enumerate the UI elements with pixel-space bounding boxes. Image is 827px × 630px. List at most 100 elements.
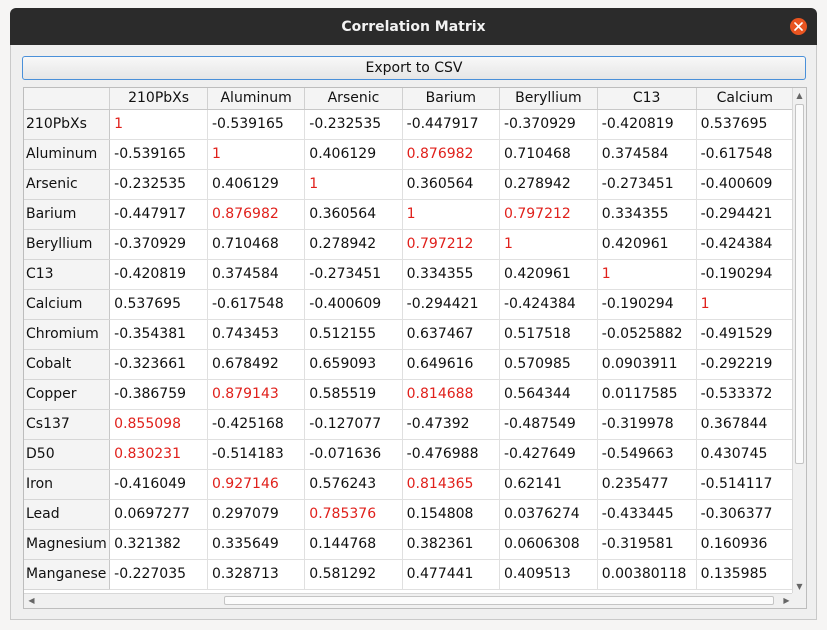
table-cell[interactable]: 0.581292 [304,559,403,590]
table-cell[interactable]: -0.227035 [109,559,208,590]
table-cell[interactable]: 0.876982 [402,139,500,170]
row-header[interactable]: Beryllium [24,229,111,260]
table-cell[interactable]: -0.539165 [109,139,208,170]
table-cell[interactable]: -0.400609 [696,169,794,200]
table-cell[interactable]: -0.416049 [109,469,208,500]
table-cell[interactable]: -0.424384 [499,289,598,320]
table-cell[interactable]: 1 [499,229,598,260]
horizontal-scrollbar-thumb[interactable] [224,596,774,605]
column-header[interactable]: Barium [402,88,500,110]
table-cell[interactable]: -0.420819 [109,259,208,290]
table-cell[interactable]: -0.617548 [696,139,794,170]
table-cell[interactable]: -0.071636 [304,439,403,470]
table-cell[interactable]: 0.814365 [402,469,500,500]
table-cell[interactable]: 0.570985 [499,349,598,380]
table-cell[interactable]: 0.830231 [109,439,208,470]
table-cell[interactable]: -0.533372 [696,379,794,410]
row-header[interactable]: Lead [24,499,111,530]
row-header[interactable]: Barium [24,199,111,230]
table-cell[interactable]: 0.710468 [499,139,598,170]
table-cell[interactable]: -0.354381 [109,319,208,350]
row-header[interactable]: Cs137 [24,409,111,440]
table-cell[interactable]: 0.785376 [304,499,403,530]
table-cell[interactable]: 0.278942 [304,229,403,260]
table-cell[interactable]: 1 [207,139,306,170]
table-cell[interactable]: 0.367844 [696,409,794,440]
table-cell[interactable]: 0.62141 [499,469,598,500]
table-cell[interactable]: 0.144768 [304,529,403,560]
table-cell[interactable]: -0.190294 [597,289,697,320]
table-cell[interactable]: -0.386759 [109,379,208,410]
row-header[interactable]: Iron [24,469,111,500]
row-header[interactable]: Magnesium [24,529,111,560]
table-cell[interactable]: -0.427649 [499,439,598,470]
table-cell[interactable]: -0.232535 [304,109,403,140]
table-cell[interactable]: 0.278942 [499,169,598,200]
column-header[interactable]: Arsenic [304,88,403,110]
table-cell[interactable]: 0.328713 [207,559,306,590]
vertical-scrollbar[interactable]: ▲ ▼ [792,88,806,594]
table-cell[interactable]: 1 [696,289,794,320]
table-cell[interactable]: -0.0525882 [597,319,697,350]
table-cell[interactable]: 0.585519 [304,379,403,410]
table-cell[interactable]: 0.430745 [696,439,794,470]
table-cell[interactable]: -0.617548 [207,289,306,320]
table-cell[interactable]: 0.879143 [207,379,306,410]
table-cell[interactable]: 0.00380118 [597,559,697,590]
table-cell[interactable]: -0.323661 [109,349,208,380]
arrow-right-icon[interactable]: ▶ [783,596,790,605]
table-cell[interactable]: -0.370929 [109,229,208,260]
table-cell[interactable]: 0.649616 [402,349,500,380]
row-header[interactable]: D50 [24,439,111,470]
table-cell[interactable]: -0.539165 [207,109,306,140]
table-cell[interactable]: -0.370929 [499,109,598,140]
table-cell[interactable]: -0.273451 [304,259,403,290]
table-cell[interactable]: 0.576243 [304,469,403,500]
arrow-down-icon[interactable]: ▼ [796,582,803,591]
table-cell[interactable]: 0.335649 [207,529,306,560]
table-cell[interactable]: 0.564344 [499,379,598,410]
table-cell[interactable]: 0.678492 [207,349,306,380]
table-cell[interactable]: -0.127077 [304,409,403,440]
table-cell[interactable]: -0.232535 [109,169,208,200]
table-cell[interactable]: 0.637467 [402,319,500,350]
table-cell[interactable]: -0.549663 [597,439,697,470]
close-button[interactable] [790,18,807,35]
horizontal-scrollbar[interactable]: ◀ ▶ [24,593,794,608]
table-cell[interactable]: -0.433445 [597,499,697,530]
table-cell[interactable]: 0.374584 [207,259,306,290]
table-cell[interactable]: -0.487549 [499,409,598,440]
table-cell[interactable]: -0.190294 [696,259,794,290]
table-cell[interactable]: 0.855098 [109,409,208,440]
table-cell[interactable]: -0.420819 [597,109,697,140]
table-cell[interactable]: 0.409513 [499,559,598,590]
vertical-scrollbar-thumb[interactable] [795,104,804,464]
table-cell[interactable]: 0.360564 [402,169,500,200]
row-header[interactable]: Chromium [24,319,111,350]
column-header[interactable]: 210PbXs [109,88,208,110]
table-cell[interactable]: 0.512155 [304,319,403,350]
table-cell[interactable]: 0.659093 [304,349,403,380]
row-header[interactable]: Arsenic [24,169,111,200]
table-cell[interactable]: 0.0606308 [499,529,598,560]
table-cell[interactable]: 0.420961 [499,259,598,290]
table-cell[interactable]: 0.321382 [109,529,208,560]
table-cell[interactable]: -0.491529 [696,319,794,350]
row-header[interactable]: Manganese [24,559,111,590]
table-cell[interactable]: 1 [597,259,697,290]
row-header[interactable]: Calcium [24,289,111,320]
table-cell[interactable]: 0.334355 [402,259,500,290]
table-cell[interactable]: -0.424384 [696,229,794,260]
table-cell[interactable]: 0.0376274 [499,499,598,530]
column-header[interactable]: Beryllium [499,88,598,110]
export-csv-button[interactable]: Export to CSV [22,56,806,80]
table-cell[interactable]: -0.400609 [304,289,403,320]
table-cell[interactable]: 0.477441 [402,559,500,590]
table-cell[interactable]: -0.514183 [207,439,306,470]
table-cell[interactable]: -0.292219 [696,349,794,380]
table-cell[interactable]: -0.319581 [597,529,697,560]
table-cell[interactable]: 0.710468 [207,229,306,260]
table-cell[interactable]: -0.514117 [696,469,794,500]
column-header[interactable]: Aluminum [207,88,306,110]
table-cell[interactable]: 0.334355 [597,199,697,230]
